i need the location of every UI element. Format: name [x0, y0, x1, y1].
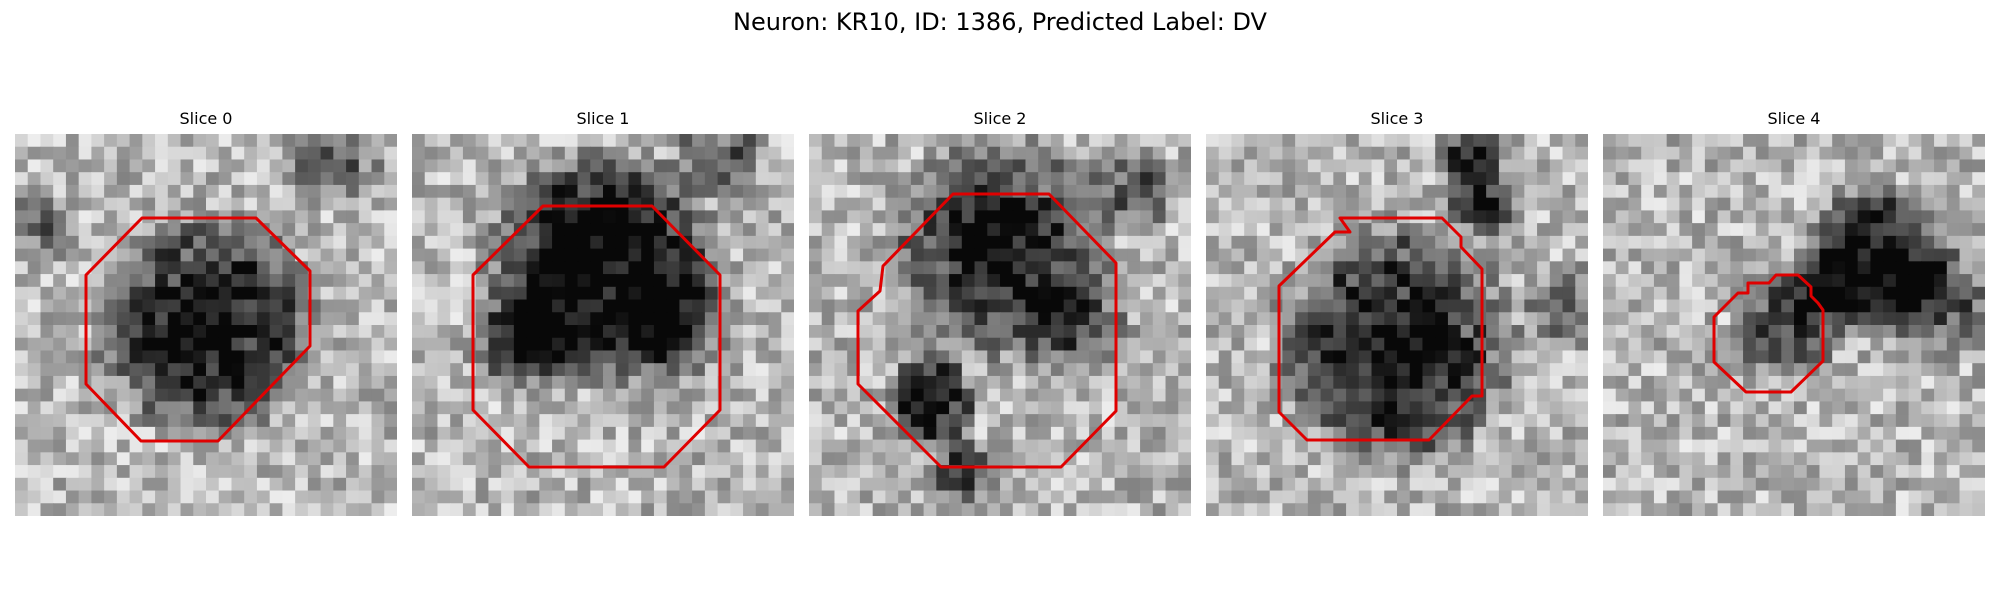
slice-pixels-4	[1603, 134, 1985, 516]
slice-panel-2: Slice 2	[809, 108, 1191, 518]
slice-pixels-0	[15, 134, 397, 516]
slice-title-3: Slice 3	[1370, 109, 1424, 128]
slice-title-1: Slice 1	[576, 109, 630, 128]
slice-image-2	[809, 134, 1191, 516]
slice-panel-0: Slice 0	[15, 108, 397, 518]
roi-outline-4	[1712, 273, 1825, 394]
slice-image-1	[412, 134, 794, 516]
slice-title-4: Slice 4	[1767, 109, 1821, 128]
slice-pixels-1	[412, 134, 794, 516]
slice-title-0: Slice 0	[179, 109, 233, 128]
roi-outline-1	[471, 204, 722, 469]
slice-panel-1: Slice 1	[412, 108, 794, 518]
roi-outline-3	[1277, 216, 1484, 442]
slice-pixels-2	[809, 134, 1191, 516]
slice-panel-3: Slice 3	[1206, 108, 1588, 518]
slice-image-3	[1206, 134, 1588, 516]
slice-image-0	[15, 134, 397, 516]
slice-title-2: Slice 2	[973, 109, 1027, 128]
slice-image-4	[1603, 134, 1985, 516]
slice-pixels-3	[1206, 134, 1588, 516]
roi-outline-2	[856, 192, 1118, 469]
roi-outline-0	[84, 216, 312, 443]
slice-panel-4: Slice 4	[1603, 108, 1985, 518]
figure-title: Neuron: KR10, ID: 1386, Predicted Label:…	[733, 8, 1267, 36]
